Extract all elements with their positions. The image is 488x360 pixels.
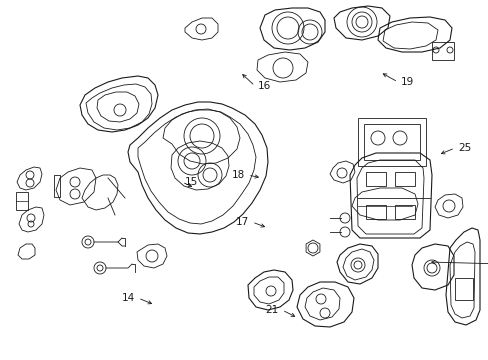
- Bar: [394, 205, 414, 219]
- Text: 14: 14: [122, 293, 135, 303]
- Bar: [431, 42, 453, 60]
- Bar: [16, 192, 28, 210]
- Text: 17: 17: [235, 217, 248, 227]
- Text: 15: 15: [184, 177, 198, 187]
- Text: 16: 16: [258, 81, 271, 91]
- Bar: [365, 205, 385, 219]
- Text: 21: 21: [265, 305, 279, 315]
- Bar: [363, 124, 419, 160]
- Bar: [454, 278, 472, 300]
- Bar: [365, 172, 385, 186]
- Bar: [394, 172, 414, 186]
- Text: 19: 19: [400, 77, 413, 87]
- Text: 18: 18: [231, 170, 244, 180]
- Bar: [357, 118, 425, 166]
- Bar: [54, 175, 60, 197]
- Text: 25: 25: [457, 143, 470, 153]
